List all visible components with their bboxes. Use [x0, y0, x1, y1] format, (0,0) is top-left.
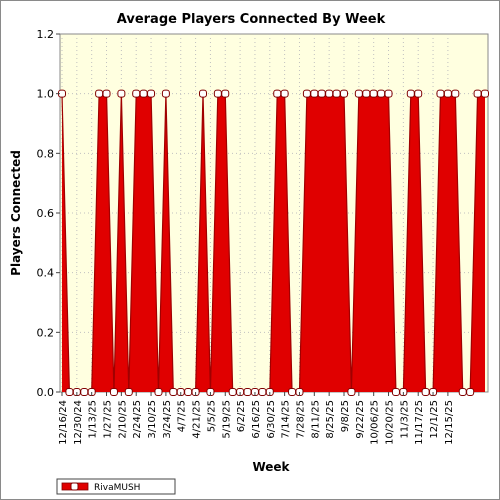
y-tick-label: 1.0 [37, 88, 55, 101]
x-tick-label: 11/17/25 [414, 400, 425, 445]
data-point [221, 89, 230, 98]
data-point [213, 89, 222, 98]
y-axis: 0.0 0.2 0.4 0.6 0.8 1.0 1.2 [37, 28, 60, 399]
x-tick-label: 1/27/25 [103, 400, 114, 439]
y-tick-label: 0.2 [37, 326, 55, 339]
x-tick-label: 4/7/25 [177, 400, 188, 432]
x-tick-label: 10/20/25 [385, 400, 396, 445]
data-point [154, 388, 163, 396]
data-point [243, 388, 252, 396]
data-point [317, 89, 326, 98]
x-tick-label: 3/10/25 [147, 400, 158, 439]
x-tick-label: 4/21/25 [192, 400, 203, 439]
data-point [80, 388, 89, 396]
x-axis-label: Week [252, 460, 290, 474]
x-tick-label: 3/24/25 [162, 400, 173, 439]
x-tick-label: 12/16/24 [58, 400, 69, 445]
data-point [95, 89, 104, 98]
data-point [421, 388, 430, 396]
data-point [273, 89, 282, 98]
legend: RivaMUSH [56, 478, 176, 495]
data-point [406, 89, 415, 98]
y-tick-label: 0.0 [37, 386, 55, 399]
x-tick-label: 6/2/25 [236, 400, 247, 432]
x-tick-label: 8/25/25 [325, 400, 336, 439]
y-tick-label: 1.2 [37, 28, 55, 41]
data-point [458, 388, 467, 396]
data-point [117, 89, 126, 98]
data-point [280, 89, 289, 98]
legend-label: RivaMUSH [94, 483, 140, 493]
data-point [362, 89, 371, 98]
x-tick-label: 6/30/25 [266, 400, 277, 439]
chart-title: Average Players Connected By Week [117, 12, 386, 27]
data-point [481, 89, 489, 98]
x-tick-label: 5/19/25 [221, 400, 232, 439]
x-tick-label: 7/14/25 [281, 400, 292, 439]
data-point [258, 388, 267, 396]
data-point [288, 388, 297, 396]
x-tick-label: 7/28/25 [295, 400, 306, 439]
x-tick-label: 9/22/25 [355, 400, 366, 439]
data-point [161, 89, 170, 98]
x-tick-label: 8/11/25 [310, 400, 321, 439]
data-point [451, 89, 460, 98]
x-tick-label: 9/8/25 [340, 400, 351, 432]
x-tick-label: 6/16/25 [251, 400, 262, 439]
data-point [65, 388, 74, 396]
data-point [325, 89, 334, 98]
data-point [302, 89, 311, 98]
x-tick-label: 2/10/25 [117, 400, 128, 439]
data-point [443, 89, 452, 98]
data-point [384, 89, 393, 98]
data-point [466, 388, 475, 396]
data-point [377, 89, 386, 98]
y-tick-label: 0.6 [37, 207, 55, 220]
x-axis: 12/16/24 12/30/24 1/13/25 1/27/25 2/10/25 2/2… [58, 392, 455, 445]
data-point [369, 89, 378, 98]
data-point [199, 89, 207, 98]
data-point [132, 89, 141, 98]
y-axis-label: Players Connected [9, 150, 23, 276]
data-point [124, 388, 133, 396]
data-point [354, 89, 363, 98]
data-point [391, 388, 400, 396]
x-tick-label: 2/24/25 [132, 400, 143, 439]
x-tick-label: 11/3/25 [399, 400, 410, 439]
legend-marker [70, 482, 79, 491]
x-tick-label: 1/13/25 [88, 400, 99, 439]
data-point [139, 89, 148, 98]
data-point [228, 388, 237, 396]
y-tick-label: 0.4 [37, 267, 55, 280]
markers [58, 89, 489, 396]
data-point [102, 89, 111, 98]
x-tick-label: 12/1/25 [429, 400, 440, 439]
data-point [109, 388, 118, 396]
data-point [184, 388, 193, 396]
data-point [310, 89, 319, 98]
data-point [169, 388, 178, 396]
data-point [414, 89, 423, 98]
data-point [347, 388, 356, 396]
data-point [340, 89, 348, 98]
data-point [332, 89, 341, 98]
data-point [436, 89, 445, 98]
y-tick-label: 0.8 [37, 147, 55, 160]
x-tick-label: 12/30/24 [73, 400, 84, 445]
x-tick-label: 10/06/25 [370, 400, 381, 445]
data-point [473, 89, 482, 98]
x-tick-label: 5/5/25 [206, 400, 217, 432]
x-tick-label: 12/15/25 [444, 400, 455, 445]
data-point [147, 89, 156, 98]
